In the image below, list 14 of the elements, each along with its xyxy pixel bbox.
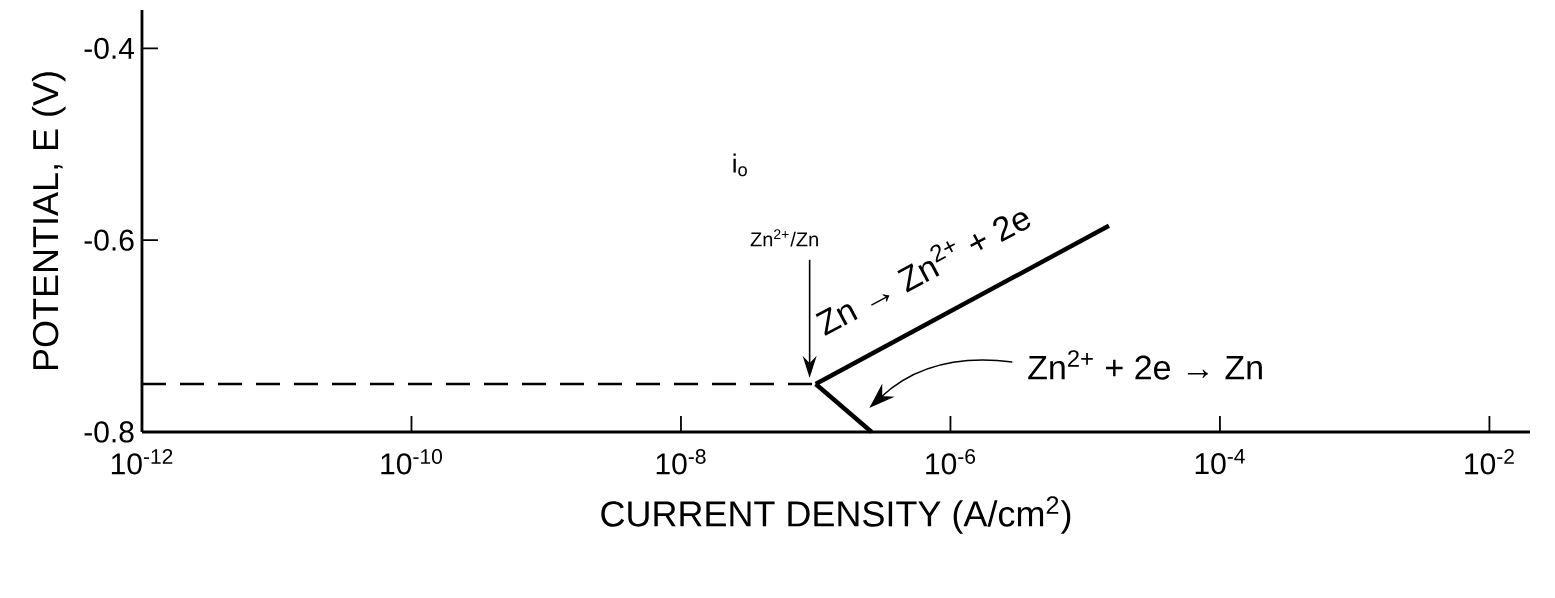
x-tick-label: 10$^{-6}$ bbox=[926, 449, 976, 475]
annotation: Zn$^{2+}$/Zn bbox=[750, 229, 818, 247]
x-tick-label: 10$^{-2}$ bbox=[1465, 449, 1514, 475]
annotation: i$_{o}$ bbox=[733, 153, 747, 177]
y-tick-label: -0.6 bbox=[84, 229, 134, 251]
x-tick-label: 10$^{-4}$ bbox=[1195, 449, 1245, 475]
y-tick-label: -0.4 bbox=[84, 37, 135, 59]
x-tick-label: 10$^{-10}$ bbox=[381, 449, 442, 475]
y-tick-label: -0.8 bbox=[84, 421, 134, 443]
x-axis-title: CURRENT DENSITY (A/cm$^{2}$) bbox=[601, 496, 1071, 534]
x-tick-label: 10$^{-8}$ bbox=[656, 449, 706, 475]
annotation: Zn$^{2+}$ + 2e → Zn bbox=[1028, 350, 1262, 380]
y-axis-title: POTENTIAL, E (V) bbox=[31, 72, 66, 370]
x-tick-label: 10$^{-12}$ bbox=[111, 449, 173, 475]
